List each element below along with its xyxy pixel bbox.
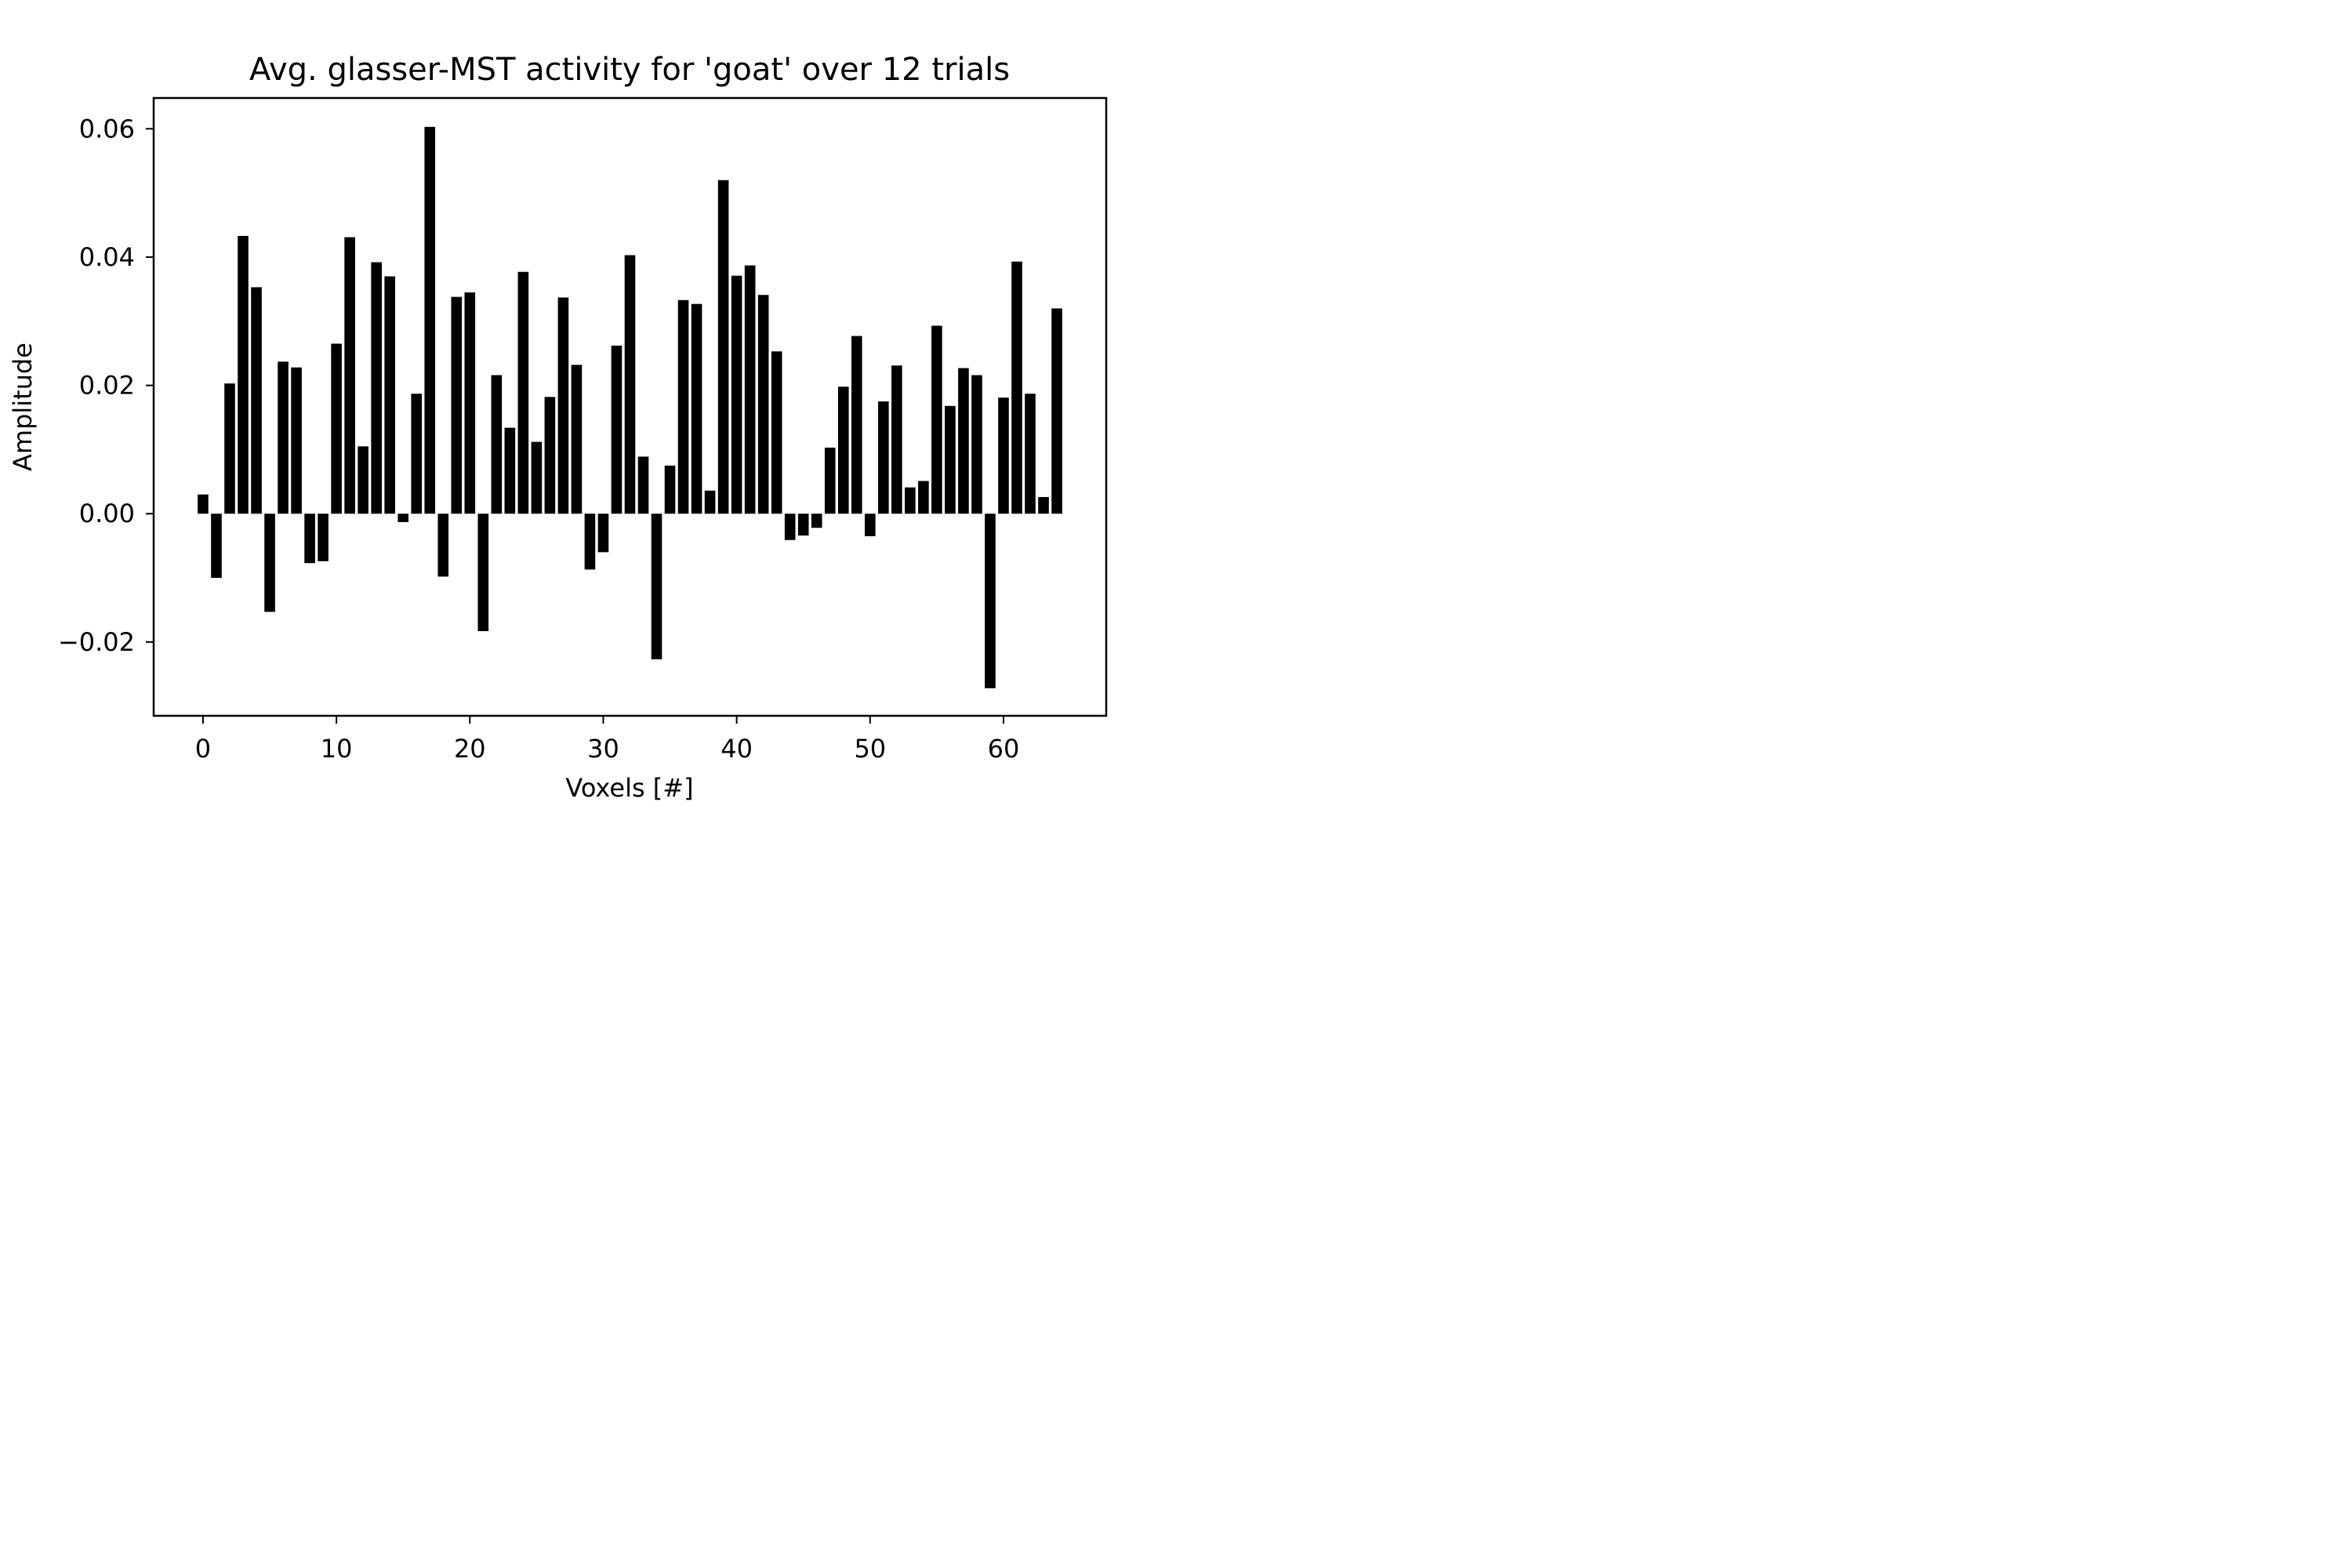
bar-voxel-56 bbox=[945, 405, 956, 514]
bar-voxel-52 bbox=[891, 365, 902, 514]
x-tick-label: 10 bbox=[321, 734, 353, 764]
y-tick-label: 0.06 bbox=[79, 114, 135, 143]
bar-voxel-54 bbox=[918, 481, 929, 514]
bar-voxel-29 bbox=[584, 514, 596, 570]
bar-voxel-45 bbox=[797, 514, 809, 536]
x-tick-label: 40 bbox=[720, 734, 753, 764]
bar-voxel-64 bbox=[1051, 308, 1062, 514]
bar-voxel-48 bbox=[837, 387, 849, 514]
bar-voxel-31 bbox=[611, 345, 622, 514]
x-tick-label: 30 bbox=[587, 734, 619, 764]
bar-chart: Avg. glasser-MST activity for 'goat' ove… bbox=[8, 52, 1108, 803]
bar-voxel-4 bbox=[251, 287, 262, 514]
y-axis-ticks: −0.02 0.00 0.02 0.04 0.06 bbox=[58, 114, 154, 657]
bar-voxel-3 bbox=[238, 235, 249, 514]
bar-voxel-10 bbox=[331, 343, 342, 514]
bar-voxel-9 bbox=[318, 514, 328, 561]
bar-voxel-40 bbox=[731, 275, 742, 514]
bar-voxel-41 bbox=[744, 265, 756, 514]
bar-voxel-25 bbox=[531, 441, 543, 514]
bar-voxel-1 bbox=[211, 514, 222, 579]
bar-voxel-12 bbox=[358, 446, 368, 514]
bar-voxel-21 bbox=[477, 514, 489, 631]
bars-group bbox=[198, 126, 1062, 688]
bar-voxel-62 bbox=[1025, 394, 1036, 514]
x-tick-label: 20 bbox=[454, 734, 486, 764]
bar-voxel-0 bbox=[198, 494, 209, 514]
bar-voxel-26 bbox=[544, 397, 556, 514]
x-axis-label: Voxels [#] bbox=[565, 773, 693, 803]
bar-voxel-5 bbox=[264, 514, 275, 612]
bar-voxel-39 bbox=[717, 180, 729, 514]
bar-voxel-34 bbox=[651, 514, 662, 659]
bar-voxel-55 bbox=[931, 325, 942, 514]
bar-voxel-61 bbox=[1011, 261, 1022, 514]
bar-voxel-14 bbox=[384, 276, 396, 514]
bar-voxel-15 bbox=[397, 514, 409, 522]
bar-voxel-27 bbox=[557, 297, 569, 514]
bar-voxel-33 bbox=[637, 456, 649, 514]
bar-voxel-35 bbox=[664, 465, 676, 514]
bar-voxel-53 bbox=[905, 487, 916, 514]
bar-voxel-47 bbox=[824, 447, 836, 514]
bar-voxel-37 bbox=[691, 303, 702, 514]
bar-voxel-7 bbox=[291, 367, 302, 514]
y-tick-label: 0.00 bbox=[79, 499, 135, 528]
bar-voxel-49 bbox=[851, 336, 862, 514]
x-tick-label: 0 bbox=[195, 734, 211, 764]
bar-voxel-57 bbox=[958, 368, 969, 514]
bar-voxel-43 bbox=[771, 351, 782, 514]
bar-voxel-20 bbox=[464, 292, 476, 514]
bar-voxel-11 bbox=[344, 237, 355, 514]
bar-voxel-19 bbox=[451, 296, 463, 514]
x-tick-label: 60 bbox=[988, 734, 1020, 764]
bar-voxel-28 bbox=[571, 365, 583, 514]
x-tick-label: 50 bbox=[854, 734, 886, 764]
bar-voxel-16 bbox=[411, 394, 423, 514]
bar-voxel-2 bbox=[224, 383, 235, 514]
y-tick-label: 0.02 bbox=[79, 371, 135, 401]
bar-voxel-24 bbox=[517, 271, 529, 514]
bar-voxel-38 bbox=[704, 490, 716, 514]
bar-voxel-23 bbox=[504, 427, 516, 514]
y-tick-label: −0.02 bbox=[58, 627, 135, 657]
bar-voxel-42 bbox=[757, 295, 769, 514]
bar-voxel-58 bbox=[971, 375, 982, 514]
bar-voxel-30 bbox=[597, 514, 609, 553]
bar-voxel-51 bbox=[878, 401, 889, 514]
x-axis-ticks: 0 10 20 30 40 50 60 bbox=[195, 716, 1020, 764]
bar-voxel-32 bbox=[624, 255, 636, 514]
bar-voxel-17 bbox=[424, 126, 436, 514]
plot-frame bbox=[152, 96, 1108, 717]
bar-voxel-18 bbox=[437, 514, 449, 577]
bar-voxel-44 bbox=[784, 514, 796, 540]
bar-voxel-8 bbox=[304, 514, 315, 564]
bar-voxel-46 bbox=[811, 514, 822, 528]
bar-voxel-22 bbox=[491, 375, 503, 514]
bar-voxel-60 bbox=[998, 397, 1009, 514]
bar-voxel-59 bbox=[985, 514, 996, 688]
bar-voxel-6 bbox=[278, 361, 289, 514]
bar-voxel-13 bbox=[371, 262, 382, 514]
y-axis-label: Amplitude bbox=[8, 343, 38, 471]
bar-voxel-50 bbox=[864, 514, 876, 536]
chart-title: Avg. glasser-MST activity for 'goat' ove… bbox=[249, 52, 1010, 88]
y-tick-label: 0.04 bbox=[79, 242, 135, 272]
bar-voxel-63 bbox=[1038, 496, 1049, 514]
bar-voxel-36 bbox=[677, 299, 689, 514]
